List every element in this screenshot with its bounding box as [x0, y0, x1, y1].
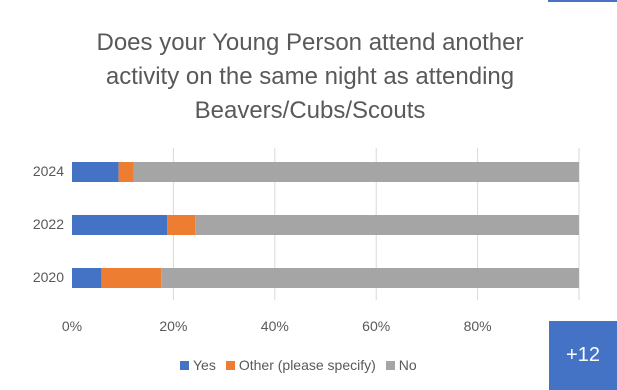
- legend-item-no: No: [385, 357, 417, 373]
- y-tick-label: 2020: [32, 269, 64, 285]
- bar-2020-yes: [72, 268, 102, 288]
- chart-title-line-1: Does your Young Person attend another: [96, 29, 524, 56]
- bar-2022-yes: [72, 215, 168, 235]
- x-tick-label: 60%: [362, 318, 391, 334]
- y-tick-label: 2024: [32, 163, 64, 179]
- y-tick-label: 2022: [32, 216, 64, 232]
- bar-2022-other: [167, 215, 196, 235]
- legend-item-yes: Yes: [180, 357, 216, 373]
- chart-title: Does your Young Person attend another ac…: [40, 26, 580, 128]
- bar-2024-other: [118, 162, 134, 182]
- bar-2020-no: [161, 268, 579, 288]
- legend: Yes Other (please specify) No: [180, 357, 417, 373]
- x-tick-label: 40%: [260, 318, 289, 334]
- chart-title-line-2: activity on the same night as attending: [105, 63, 515, 90]
- x-tick-label: 20%: [159, 318, 188, 334]
- top-edge-rule: [548, 0, 617, 2]
- more-items-badge[interactable]: +12: [549, 321, 617, 390]
- bar-2022-no: [195, 215, 580, 235]
- bar-2024-no: [133, 162, 579, 182]
- legend-label-yes: Yes: [193, 357, 216, 373]
- bar-2020-other: [101, 268, 162, 288]
- x-tick-label: 80%: [463, 318, 492, 334]
- bar-2024-yes: [72, 162, 119, 182]
- legend-swatch-yes: [180, 360, 189, 370]
- legend-label-other: Other (please specify): [238, 357, 376, 373]
- legend-swatch-other: [225, 360, 235, 370]
- legend-swatch-no: [385, 360, 395, 370]
- legend-label-no: No: [398, 357, 417, 373]
- x-tick-label: 0%: [61, 318, 83, 334]
- chart-title-line-3: Beavers/Cubs/Scouts: [194, 97, 426, 124]
- legend-item-other: Other (please specify): [225, 357, 376, 373]
